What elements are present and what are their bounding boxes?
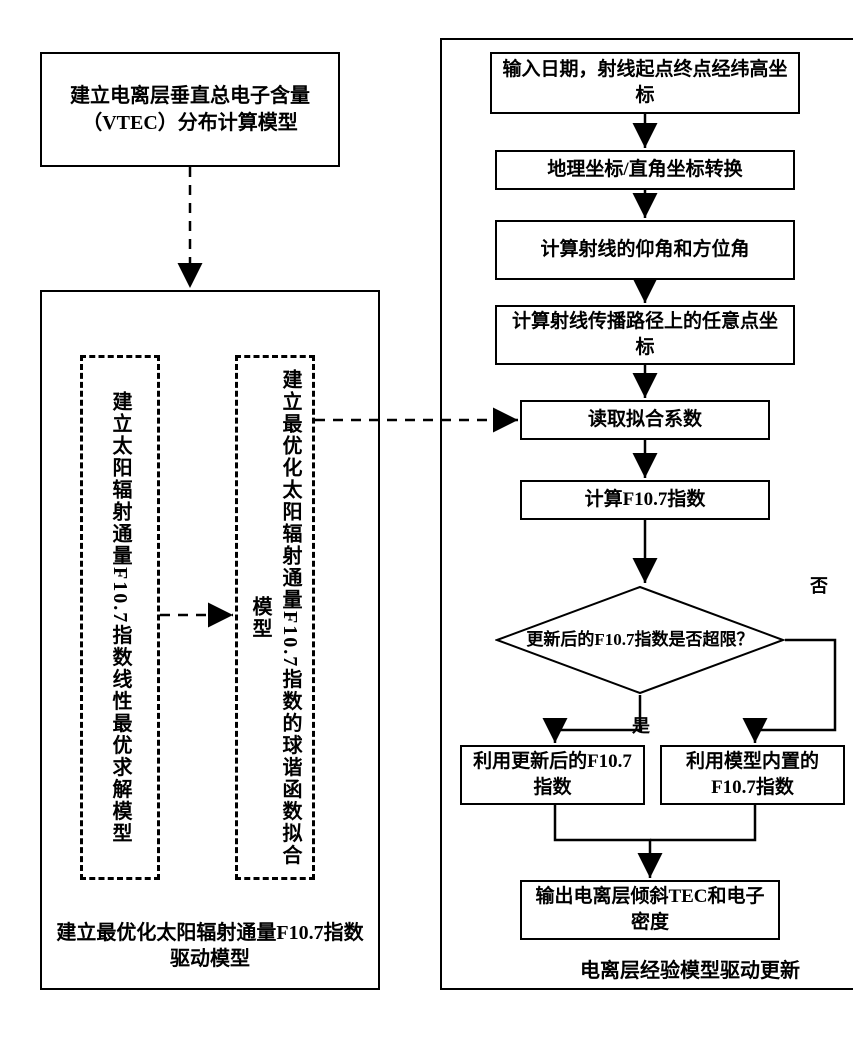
linear-model-text: 建立太阳辐射通量F10.7指数线性最优求解模型	[105, 391, 135, 844]
step-coord-convert: 地理坐标/直角坐标转换	[495, 150, 795, 190]
linear-model-box: 建立太阳辐射通量F10.7指数线性最优求解模型	[80, 355, 160, 880]
harmonic-model-text: 建立最优化太阳辐射通量F10.7指数的球谐函数拟合模型	[245, 368, 305, 867]
step-calc-text: 计算F10.7指数	[585, 487, 706, 513]
output-text: 输出电离层倾斜TEC和电子密度	[530, 884, 770, 935]
output-tec: 输出电离层倾斜TEC和电子密度	[520, 880, 780, 940]
use-updated-text: 利用更新后的F10.7指数	[470, 749, 635, 800]
right-title: 电离层经验模型驱动更新	[540, 958, 840, 984]
decision-diamond: 更新后的F10.7指数是否超限？	[495, 585, 785, 695]
step-read-coef: 读取拟合系数	[520, 400, 770, 440]
driver-title-text: 建立最优化太阳辐射通量F10.7指数驱动模型	[56, 922, 363, 970]
use-builtin-f107: 利用模型内置的F10.7指数	[660, 745, 845, 805]
use-updated-f107: 利用更新后的F10.7指数	[460, 745, 645, 805]
vtec-model-text: 建立电离层垂直总电子含量（VTEC）分布计算模型	[50, 83, 330, 137]
no-label: 否	[810, 575, 828, 598]
step-read-text: 读取拟合系数	[588, 407, 702, 433]
step-input-text: 输入日期，射线起点终点经纬高坐标	[500, 57, 790, 108]
yes-label: 是	[632, 715, 650, 738]
step-elev-text: 计算射线的仰角和方位角	[540, 237, 749, 263]
vtec-model-box: 建立电离层垂直总电子含量（VTEC）分布计算模型	[40, 52, 340, 167]
driver-title: 建立最优化太阳辐射通量F10.7指数驱动模型	[50, 920, 370, 972]
use-builtin-text: 利用模型内置的F10.7指数	[670, 749, 835, 800]
step-path-points: 计算射线传播路径上的任意点坐标	[495, 305, 795, 365]
step-calc-f107: 计算F10.7指数	[520, 480, 770, 520]
step-elev-azimuth: 计算射线的仰角和方位角	[495, 220, 795, 280]
step-path-text: 计算射线传播路径上的任意点坐标	[505, 309, 785, 360]
step-input: 输入日期，射线起点终点经纬高坐标	[490, 52, 800, 114]
right-title-text: 电离层经验模型驱动更新	[580, 960, 800, 982]
harmonic-model-box: 建立最优化太阳辐射通量F10.7指数的球谐函数拟合模型	[235, 355, 315, 880]
step-coord-text: 地理坐标/直角坐标转换	[547, 157, 742, 183]
decision-text: 更新后的F10.7指数是否超限？	[526, 629, 753, 651]
